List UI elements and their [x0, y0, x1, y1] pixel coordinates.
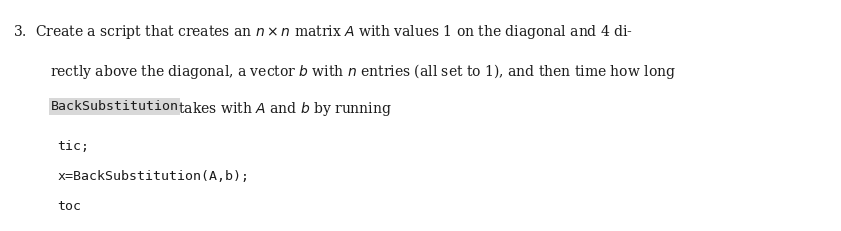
- Text: BackSubstitution: BackSubstitution: [50, 100, 178, 113]
- Text: 3.  Create a script that creates an $n \times n$ matrix $A$ with values 1 on the: 3. Create a script that creates an $n \t…: [13, 23, 632, 41]
- Text: takes with $A$ and $b$ by running: takes with $A$ and $b$ by running: [174, 100, 392, 118]
- Text: tic;: tic;: [57, 140, 89, 153]
- Text: toc: toc: [57, 200, 82, 213]
- Text: x=BackSubstitution(A,b);: x=BackSubstitution(A,b);: [57, 170, 249, 183]
- Text: rectly above the diagonal, a vector $b$ with $n$ entries (all set to 1), and the: rectly above the diagonal, a vector $b$ …: [50, 62, 676, 81]
